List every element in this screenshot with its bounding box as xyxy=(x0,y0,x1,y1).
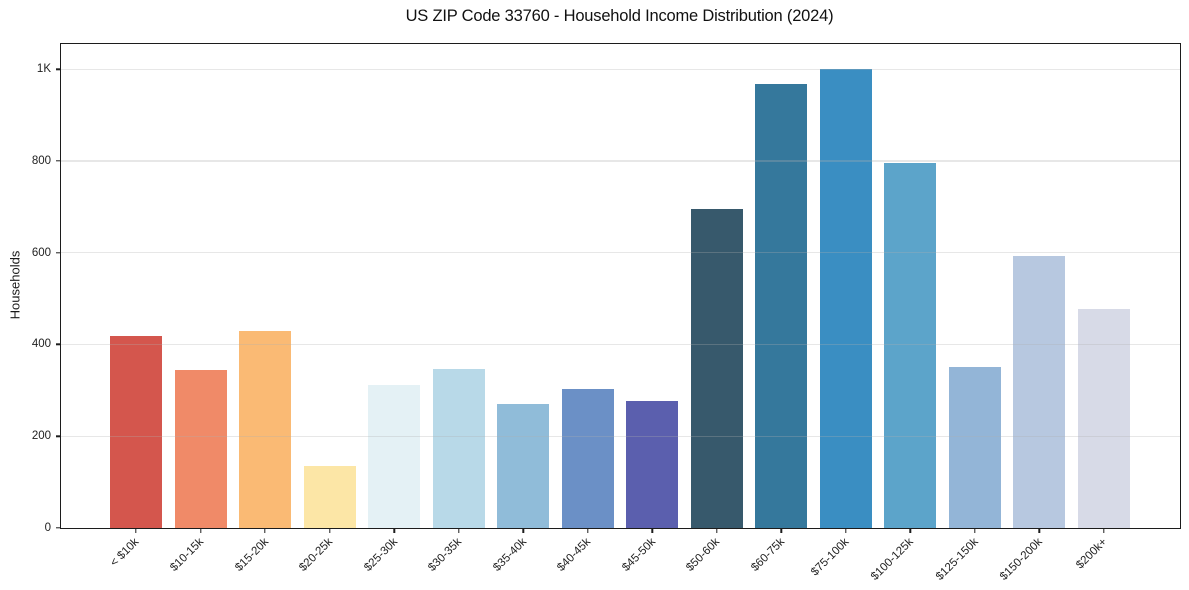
x-tick-label-60-75k: $60-75k xyxy=(748,536,787,574)
y-tick-mark-600 xyxy=(56,252,61,254)
x-tick-label-25-30k: $25-30k xyxy=(361,536,400,574)
bar-150-200k xyxy=(1013,255,1066,528)
x-tick-label-50-60k: $50-60k xyxy=(684,536,723,574)
x-tick-mark-60-75k xyxy=(780,528,782,533)
y-tick-label-400: 400 xyxy=(31,338,51,351)
x-tick-mark-50-60k xyxy=(716,528,718,533)
gridline-400 xyxy=(61,343,1180,346)
bar-25-30k xyxy=(368,384,421,528)
x-tick-label-100-125k: $100-125k xyxy=(868,536,916,583)
bar-10-15k xyxy=(174,369,227,528)
x-tick-label-75-100k: $75-100k xyxy=(808,536,852,579)
bar-40-45k xyxy=(561,389,614,528)
x-tick-label-150-200k: $150-200k xyxy=(997,536,1045,583)
x-tick-mark-45-50k xyxy=(651,528,653,533)
y-tick-label-800: 800 xyxy=(31,154,51,167)
y-axis-label: Households xyxy=(7,250,23,320)
y-tick-mark-1k xyxy=(56,68,61,70)
bar-60-75k xyxy=(755,83,808,528)
y-tick-label-200: 200 xyxy=(31,430,51,443)
x-tick-mark-75-100k xyxy=(845,528,847,533)
bar-200k xyxy=(1077,308,1130,528)
y-tick-label-0: 0 xyxy=(44,522,51,534)
x-tick-mark-150-200k xyxy=(1038,528,1041,533)
x-tick-mark-30-35k xyxy=(457,528,460,533)
bar-125-150k xyxy=(948,366,1001,528)
x-tick-mark-200k xyxy=(1103,528,1105,533)
x-tick-label-30-35k: $30-35k xyxy=(426,536,465,574)
x-tick-label-10k: < $10k xyxy=(108,536,142,570)
bar-100-125k xyxy=(884,163,937,528)
y-tick-mark-200 xyxy=(56,435,61,437)
x-tick-mark-10k xyxy=(135,528,137,533)
bar-75-100k xyxy=(819,69,872,528)
x-tick-label-200k: $200k+ xyxy=(1074,536,1110,572)
y-tick-label-1k: 1K xyxy=(36,63,51,76)
bar-15-20k xyxy=(239,330,292,528)
x-tick-label-15-20k: $15-20k xyxy=(232,536,271,574)
gridline-800 xyxy=(61,160,1180,162)
y-tick-label-600: 600 xyxy=(31,246,51,259)
x-tick-mark-20-25k xyxy=(328,528,331,533)
x-tick-label-40-45k: $40-45k xyxy=(555,536,594,574)
x-tick-mark-10-15k xyxy=(199,528,202,533)
x-tick-label-10-15k: $10-15k xyxy=(168,536,207,574)
x-tick-mark-100-125k xyxy=(909,528,912,533)
y-tick-mark-400 xyxy=(56,343,61,346)
y-tick-mark-0 xyxy=(56,527,61,529)
x-tick-label-125-150k: $125-150k xyxy=(933,536,981,583)
bar-45-50k xyxy=(626,401,679,528)
bar-30-35k xyxy=(432,368,485,528)
x-tick-label-45-50k: $45-50k xyxy=(619,536,658,574)
x-tick-mark-25-30k xyxy=(393,528,395,533)
chart-title: US ZIP Code 33760 - Household Income Dis… xyxy=(405,7,834,25)
bar-20-25k xyxy=(303,466,356,528)
gridline-200 xyxy=(61,435,1180,437)
x-tick-label-35-40k: $35-40k xyxy=(490,536,529,574)
y-tick-mark-800 xyxy=(56,160,61,162)
bar-10k xyxy=(110,336,162,528)
x-tick-mark-125-150k xyxy=(974,528,976,533)
plot-area: 0 200 400 600 800 1K < $10k $10-15k $15-20k $20-… xyxy=(32,43,1181,583)
x-tick-label-20-25k: $20-25k xyxy=(297,536,336,574)
bar-50-60k xyxy=(690,209,743,528)
gridline-600 xyxy=(61,252,1180,254)
gridline-1k xyxy=(61,68,1180,70)
bar-35-40k xyxy=(497,404,550,528)
x-tick-mark-15-20k xyxy=(264,528,266,533)
x-tick-mark-35-40k xyxy=(522,528,524,533)
x-tick-mark-40-45k xyxy=(587,528,589,533)
